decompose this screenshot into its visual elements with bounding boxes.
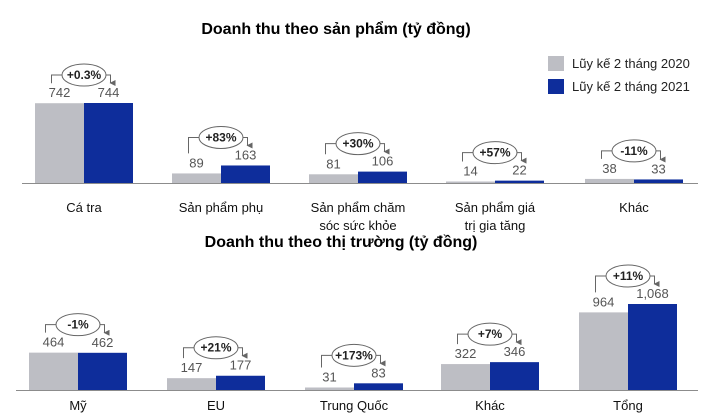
value-label-2021: 83 xyxy=(371,365,385,380)
category-label: Sản phẩm phụ xyxy=(179,200,264,215)
bar-2020 xyxy=(305,387,354,390)
value-label-2020: 14 xyxy=(463,163,477,178)
legend-swatch-2021 xyxy=(548,79,564,94)
product-chart-title: Doanh thu theo sản phẩm (tỷ đồng) xyxy=(201,20,470,38)
bar-2021 xyxy=(634,179,683,183)
bar-2021 xyxy=(221,165,270,183)
category-label: Trung Quốc xyxy=(320,398,389,413)
bar-2021 xyxy=(495,180,544,183)
bar-2020 xyxy=(579,312,628,390)
legend-label-2020: Lũy kế 2 tháng 2020 xyxy=(572,56,690,71)
value-label-2020: 81 xyxy=(326,156,340,171)
value-label-2021: 346 xyxy=(504,344,526,359)
value-label-2021: 163 xyxy=(235,147,257,162)
growth-label: +30% xyxy=(342,137,373,151)
market-revenue-chart: 464 462-1% Mỹ 147 177 +21% EU 31 83 +173% Trung Qu… xyxy=(16,264,698,413)
category-label: EU xyxy=(207,398,225,413)
bar-2020 xyxy=(35,103,84,183)
bar-2021 xyxy=(628,304,677,390)
value-label-2020: 964 xyxy=(593,294,615,309)
bar-2020 xyxy=(585,178,634,183)
bar-2020 xyxy=(167,378,216,390)
legend: Lũy kế 2 tháng 2020 Lũy kế 2 tháng 2021 xyxy=(548,56,690,94)
bar-2020 xyxy=(441,364,490,390)
growth-label: +173% xyxy=(335,348,373,362)
bar-2020 xyxy=(29,352,78,390)
growth-badge xyxy=(331,343,377,367)
value-label-2020: 89 xyxy=(189,155,203,170)
growth-label: +7% xyxy=(478,327,503,341)
market-chart-title: Doanh thu theo thị trường (tỷ đồng) xyxy=(205,234,478,251)
growth-label: +57% xyxy=(479,146,510,160)
growth-label: +11% xyxy=(613,269,644,283)
bar-2020 xyxy=(446,181,495,183)
growth-label: -1% xyxy=(67,318,89,332)
category-label: Sản phẩm giá trị gia tăng xyxy=(455,200,536,233)
value-label-2021: 744 xyxy=(98,85,120,100)
legend-swatch-2020 xyxy=(548,56,564,71)
value-label-2020: 147 xyxy=(181,360,203,375)
value-label-2021: 22 xyxy=(512,163,526,178)
growth-badge xyxy=(61,63,107,87)
growth-label: +0.3% xyxy=(67,68,102,82)
value-label-2020: 464 xyxy=(43,335,65,350)
growth-badge xyxy=(193,336,239,360)
value-label-2021: 462 xyxy=(92,335,114,350)
value-label-2020: 31 xyxy=(322,370,336,385)
category-label: Khác xyxy=(619,200,649,215)
value-label-2021: 1,068 xyxy=(636,286,669,301)
bar-2021 xyxy=(354,383,403,390)
product-revenue-chart: 742 744 +0.3% Cá tra 89 163 +83% Sản phẩm phụ 81… xyxy=(22,63,698,233)
bar-2021 xyxy=(84,103,133,183)
bar-2021 xyxy=(216,375,265,390)
growth-badge xyxy=(55,313,101,337)
bar-2020 xyxy=(309,174,358,183)
bar-2021 xyxy=(358,171,407,183)
category-label: Sản phẩm chăm sóc sức khỏe xyxy=(311,200,406,233)
value-label-2021: 106 xyxy=(372,154,394,169)
growth-badge xyxy=(467,322,513,346)
growth-label: +83% xyxy=(205,130,236,144)
bar-2021 xyxy=(490,362,539,390)
category-label: Tổng xyxy=(613,398,643,413)
legend-label-2021: Lũy kế 2 tháng 2021 xyxy=(572,79,690,94)
bar-2021 xyxy=(78,352,127,390)
growth-badge xyxy=(611,139,657,163)
category-label: Mỹ xyxy=(69,398,87,413)
value-label-2020: 742 xyxy=(49,85,71,100)
value-label-2020: 38 xyxy=(602,161,616,176)
growth-badge xyxy=(335,132,381,156)
growth-badge xyxy=(198,125,244,149)
category-label: Khác xyxy=(475,398,505,413)
growth-badge xyxy=(605,264,651,288)
growth-label: -11% xyxy=(620,144,648,158)
value-label-2021: 33 xyxy=(651,161,665,176)
growth-badge xyxy=(472,141,518,165)
growth-label: +21% xyxy=(200,341,231,355)
value-label-2020: 322 xyxy=(455,346,477,361)
bar-2020 xyxy=(172,173,221,183)
category-label: Cá tra xyxy=(66,200,102,215)
value-label-2021: 177 xyxy=(230,358,252,373)
